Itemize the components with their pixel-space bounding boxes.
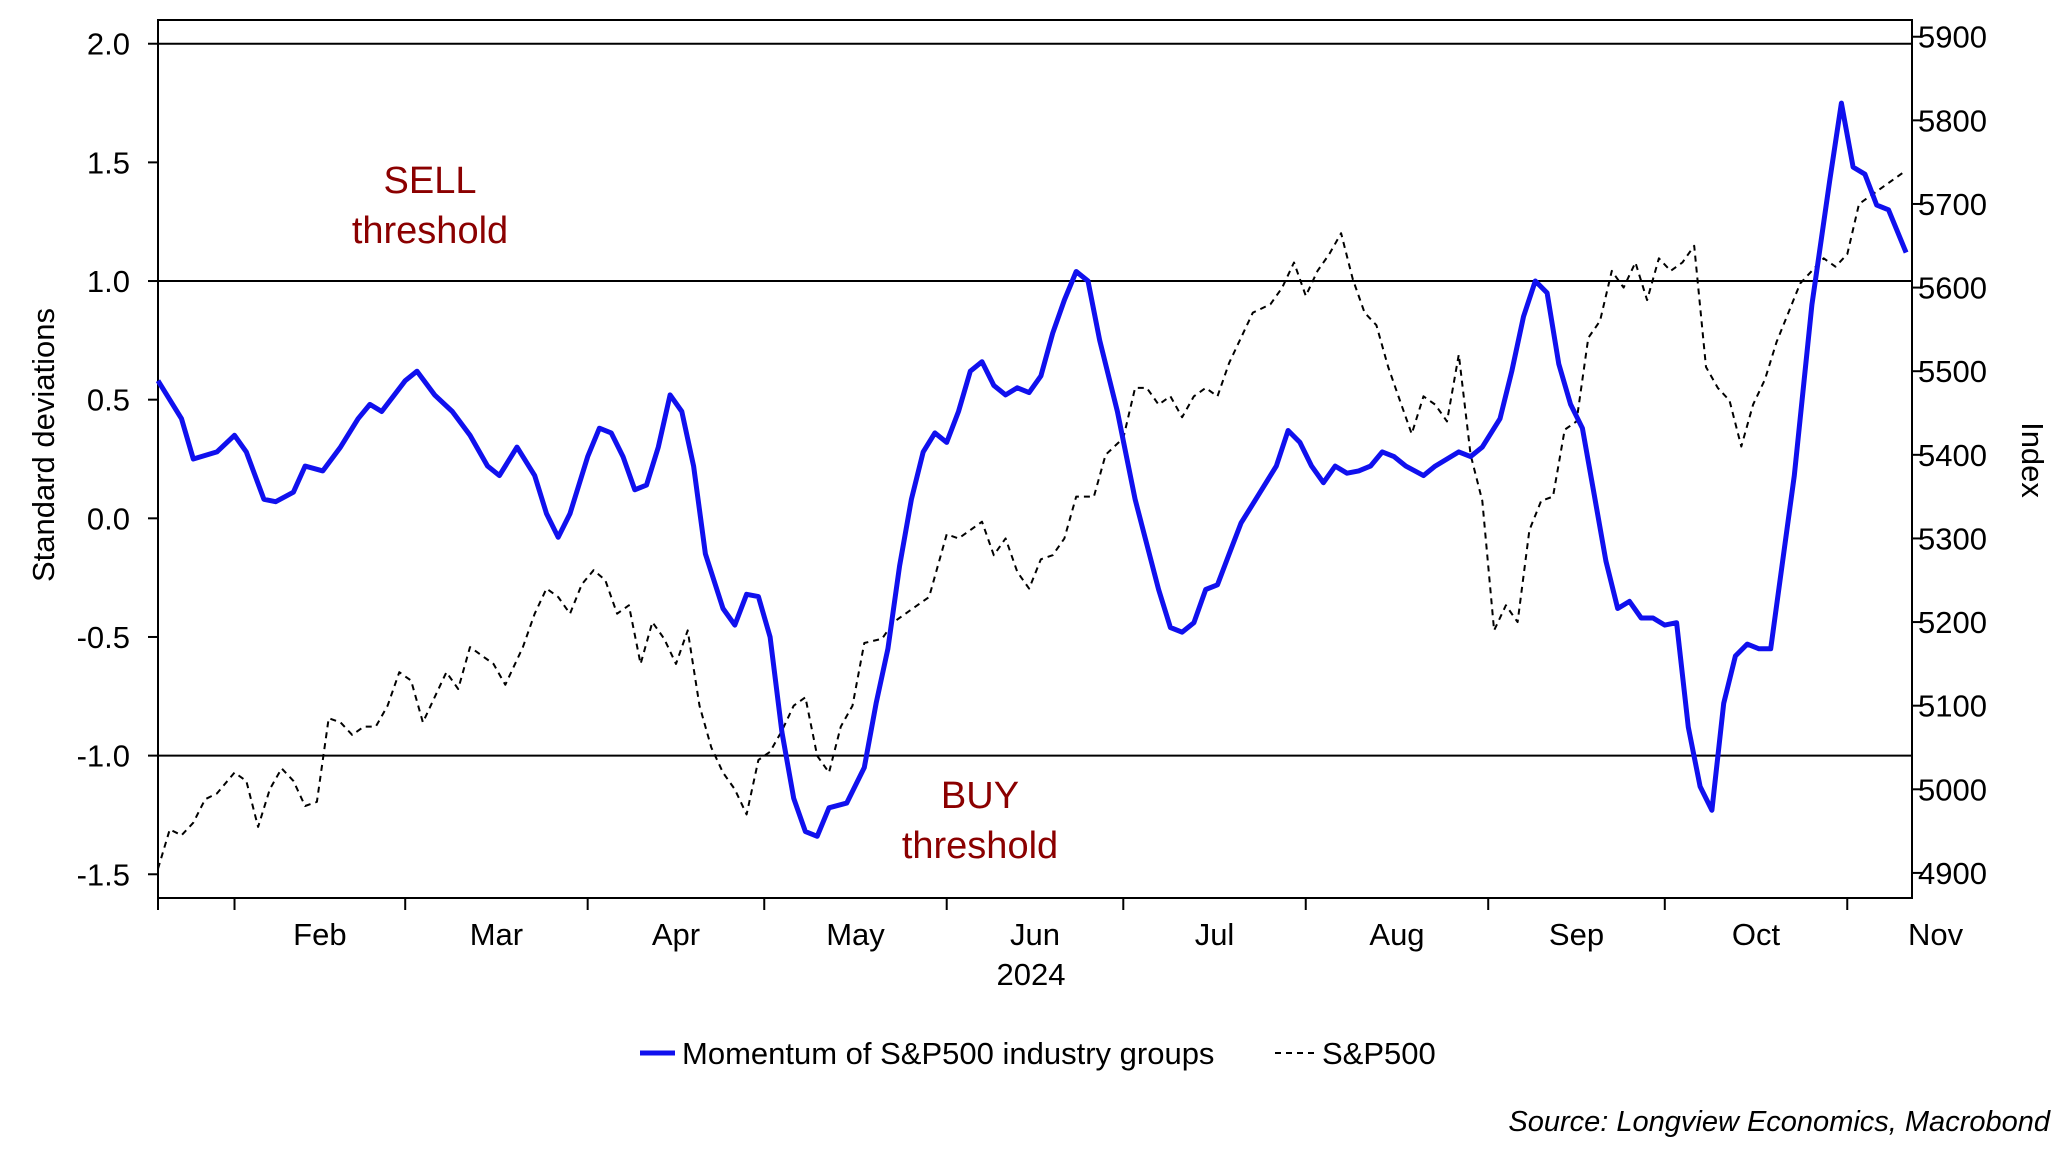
x-tick-label: Jul: [1195, 917, 1235, 952]
threshold-label: SELL: [384, 160, 477, 202]
sp500-line: [157, 169, 1907, 869]
source-note: Source: Longview Economics, Macrobond: [1508, 1106, 2050, 1138]
x-axis-title: 2024: [997, 957, 1066, 992]
y-tick-label-right: 5100: [1918, 689, 1987, 724]
y-tick-label-right: 5900: [1918, 20, 1987, 55]
y-axis-right-title: Index: [2015, 422, 2050, 498]
x-tick-label: Mar: [470, 917, 523, 952]
x-tick-label: Oct: [1732, 917, 1781, 952]
x-tick-label: Aug: [1369, 917, 1424, 952]
y-tick-label-right: 5800: [1918, 103, 1987, 138]
x-tick-label: Sep: [1549, 917, 1604, 952]
threshold-label: BUY: [941, 775, 1019, 817]
y-tick-label-right: 5400: [1918, 438, 1987, 473]
x-tick-label: Feb: [293, 917, 346, 952]
legend: Momentum of S&P500 industry groups S&P50…: [640, 1036, 1436, 1071]
threshold-label: threshold: [902, 825, 1058, 867]
threshold-labels: SELL threshold BUY threshold: [352, 160, 1058, 867]
momentum-line: [155, 100, 1909, 839]
right-axis: 5900 5800 5700 5600 5500 5400 5300 5200 5100 5000…: [1912, 20, 1987, 891]
y-tick-label-right: 5000: [1918, 772, 1987, 807]
y-tick-label-left: 0.0: [87, 501, 130, 536]
plot-area: [157, 19, 1913, 899]
y-tick-label-right: 4900: [1918, 856, 1987, 891]
y-tick-label-left: -1.5: [77, 857, 130, 892]
threshold-label: threshold: [352, 210, 508, 252]
y-tick-label-right: 5700: [1918, 187, 1987, 222]
y-tick-label-right: 5200: [1918, 605, 1987, 640]
y-tick-label-right: 5300: [1918, 521, 1987, 556]
x-tick-label: May: [826, 917, 885, 952]
y-tick-label-left: 0.5: [87, 383, 130, 418]
y-tick-label-left: -1.0: [77, 739, 130, 774]
y-axis-left-title: Standard deviations: [26, 308, 61, 582]
y-tick-label-left: 1.5: [87, 145, 130, 180]
y-tick-label-right: 5500: [1918, 354, 1987, 389]
x-tick-label: Jun: [1010, 917, 1060, 952]
threshold-lines: [158, 42, 1912, 757]
legend-momentum-label: Momentum of S&P500 industry groups: [682, 1036, 1214, 1071]
x-axis: Feb Mar Apr May Jun Jul Aug Sep Oct Nov: [157, 898, 1964, 952]
x-tick-label: Nov: [1908, 917, 1964, 952]
y-tick-label-left: 1.0: [87, 264, 130, 299]
left-axis: 2.0 1.5 1.0 0.5 0.0 -0.5 -1.0 -1.5: [77, 27, 158, 892]
x-tick-label: Apr: [652, 917, 700, 952]
series-layer: [155, 100, 1909, 869]
legend-sp500-label: S&P500: [1322, 1036, 1436, 1071]
y-tick-label-left: 2.0: [87, 27, 130, 62]
y-tick-label-left: -0.5: [77, 620, 130, 655]
y-tick-label-right: 5600: [1918, 271, 1987, 306]
